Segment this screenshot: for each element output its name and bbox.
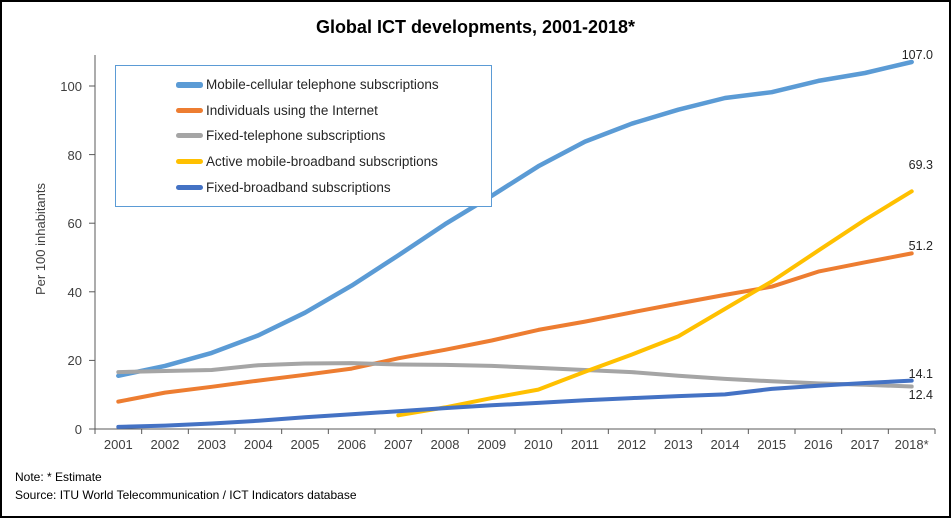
x-tick-label: 2009 xyxy=(477,437,507,452)
x-tick-label: 2006 xyxy=(337,437,367,452)
x-tick-label: 2015 xyxy=(757,437,787,452)
x-tick-label: 2007 xyxy=(383,437,413,452)
x-tick-label: 2013 xyxy=(663,437,693,452)
x-tick-label: 2011 xyxy=(571,437,599,452)
line-marker-icon xyxy=(176,133,203,139)
x-tick-label: 2014 xyxy=(710,437,740,452)
legend-label: Fixed-telephone subscriptions xyxy=(206,128,386,144)
end-value-label: 51.2 xyxy=(908,239,933,254)
series-line xyxy=(116,361,914,389)
y-tick-label: 80 xyxy=(67,147,82,163)
line-marker-icon xyxy=(176,184,203,190)
x-tick-label: 2012 xyxy=(617,437,647,452)
series-line xyxy=(116,59,914,379)
x-tick-label: 2017 xyxy=(850,437,880,452)
x-tick-label: 2018* xyxy=(894,437,929,452)
legend-item-mobile-cellular: Mobile-cellular telephone subscriptions xyxy=(176,77,491,92)
legend-item-fixed-broadband: Fixed-broadband subscriptions xyxy=(176,180,491,195)
x-tick-label: 2002 xyxy=(150,437,180,452)
legend-item-mobile-broadband: Active mobile-broadband subscriptions xyxy=(176,154,491,169)
x-tick-label: 2008 xyxy=(430,437,460,452)
y-tick-label: 60 xyxy=(67,216,82,232)
series-line xyxy=(116,251,914,404)
y-tick-label: 100 xyxy=(60,79,82,94)
note: Note: * Estimate xyxy=(15,470,102,484)
y-tick-label: 20 xyxy=(67,353,82,369)
x-tick-label: 2010 xyxy=(523,437,553,452)
x-tick-label: 2005 xyxy=(290,437,320,452)
y-tick-label: 0 xyxy=(74,422,82,437)
end-value-label: 12.4 xyxy=(908,388,933,403)
line-marker-icon xyxy=(176,82,203,88)
end-value-label: 14.1 xyxy=(908,366,933,381)
legend: Mobile-cellular telephone subscriptions … xyxy=(115,65,492,207)
x-tick-label: 2001 xyxy=(103,437,133,452)
source: Source: ITU World Telecommunication / IC… xyxy=(15,488,357,502)
legend-item-internet: Individuals using the Internet xyxy=(176,103,491,118)
end-value-label: 107.0 xyxy=(901,47,933,62)
legend-label: Active mobile-broadband subscriptions xyxy=(206,154,438,170)
chart-title: Global ICT developments, 2001-2018* xyxy=(315,17,636,37)
x-tick-label: 2016 xyxy=(803,437,833,452)
legend-label: Fixed-broadband subscriptions xyxy=(206,179,391,195)
series-line xyxy=(396,189,914,418)
legend-label: Individuals using the Internet xyxy=(206,102,378,118)
x-tick-label: 2004 xyxy=(243,437,273,452)
x-tick-label: 2003 xyxy=(197,437,227,452)
line-marker-icon xyxy=(176,159,203,165)
end-value-label: 69.3 xyxy=(908,158,933,173)
legend-label: Mobile-cellular telephone subscriptions xyxy=(206,77,439,93)
y-tick-label: 40 xyxy=(67,284,82,300)
line-marker-icon xyxy=(176,107,203,113)
legend-item-fixed-telephone: Fixed-telephone subscriptions xyxy=(176,128,491,143)
series-line xyxy=(116,378,914,429)
